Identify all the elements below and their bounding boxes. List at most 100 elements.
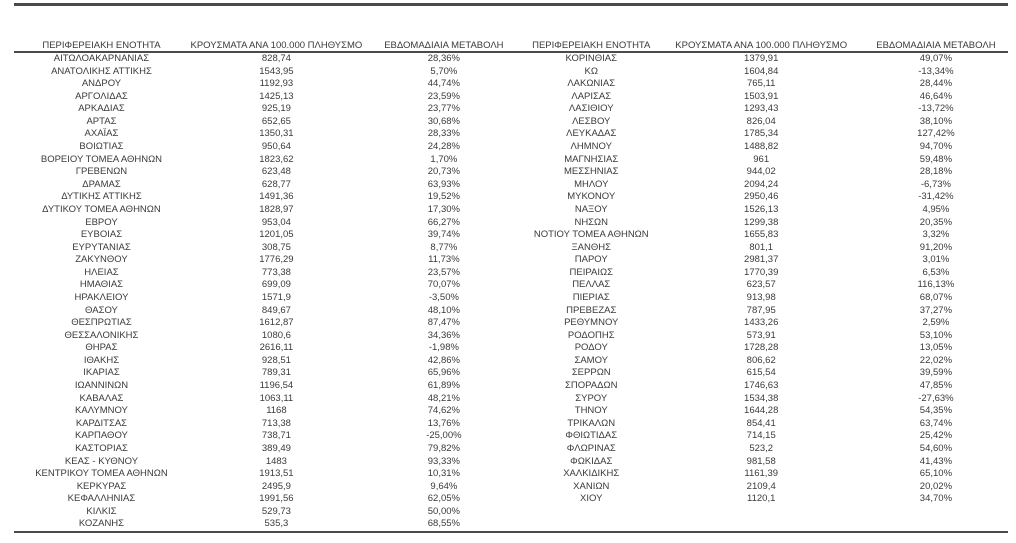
table-row: ΘΑΣΟΥ 849,67 48,10% ΠΡΕΒΕΖΑΣ 787,95 37,27% xyxy=(14,305,1008,318)
region-cell: ΜΗΛΟΥ xyxy=(574,178,609,190)
change-cell: 28,36% xyxy=(427,53,460,64)
header-change-left: ΕΒΔΟΜΑΔΙΑΙΑ ΜΕΤΑΒΟΛΗ xyxy=(363,37,524,53)
change-cell: 9,64% xyxy=(430,480,458,492)
region-cell: ΠΕΙΡΑΙΩΣ xyxy=(569,266,613,278)
cases-cell: 1161,39 xyxy=(744,468,779,480)
change-cell: 49,07% xyxy=(919,53,953,64)
header-cases-right: ΚΡΟΥΣΜΑΤΑ ΑΝΑ 100.000 ΠΛΗΘΥΣΜΟ xyxy=(658,37,864,53)
cases-cell: 1491,36 xyxy=(259,191,294,203)
region-cell: ΖΑΚΥΝΘΟΥ xyxy=(75,254,128,266)
change-cell: 2,59% xyxy=(922,317,950,329)
cases-cell: 1201,05 xyxy=(259,229,294,241)
region-cell: ΦΛΩΡΙΝΑΣ xyxy=(566,442,616,454)
table-row: ΚΕΝΤΡΙΚΟΥ ΤΟΜΕΑ ΑΘΗΝΩΝ 1913,51 10,31% ΧΑΛΚΙ… xyxy=(14,468,1008,481)
change-cell: 46,64% xyxy=(919,90,953,102)
region-cell: ΣΑΜΟΥ xyxy=(574,354,609,366)
table-row: ΑΡΓΟΛΙΔΑΣ 1425,13 23,59% ΛΑΡΙΣΑΣ 1503,91 46,6… xyxy=(14,91,1008,104)
region-cell: ΘΗΡΑΣ xyxy=(85,342,118,354)
change-cell: 65,96% xyxy=(427,367,460,379)
region-cell: ΡΕΘΥΜΝΟΥ xyxy=(564,317,619,329)
cases-cell: 1379,91 xyxy=(744,53,779,64)
region-cell: ΚΕΡΚΥΡΑΣ xyxy=(76,480,127,492)
change-cell: 48,10% xyxy=(427,304,460,316)
region-cell: ΠΑΡΟΥ xyxy=(574,254,608,266)
cases-cell: 1299,38 xyxy=(744,216,779,228)
table-row: ΕΥΡΥΤΑΝΙΑΣ 308,75 8,77% ΞΑΝΘΗΣ 801,1 91,20% xyxy=(14,242,1008,255)
cases-cell: 1828,97 xyxy=(259,203,294,215)
change-cell: 3,32% xyxy=(922,229,950,241)
table-row: ΑΡΚΑΔΙΑΣ 925,19 23,77% ΛΑΣΙΘΙΟΥ 1293,43 -13,7… xyxy=(14,103,1008,116)
change-cell: 41,43% xyxy=(919,455,953,467)
region-cell: ΘΑΣΟΥ xyxy=(85,304,118,316)
region-cell xyxy=(524,506,659,519)
table-header-row: ΠΕΡΙΦΕΡΕΙΑΚΗ ΕΝΟΤΗΤΑ ΚΡΟΥΣΜΑΤΑ ΑΝΑ 100.0… xyxy=(14,37,1008,53)
region-cell: ΘΕΣΠΡΩΤΙΑΣ xyxy=(71,317,132,329)
change-cell xyxy=(864,518,1008,532)
table-row: ΒΟΡΕΙΟΥ ΤΟΜΕΑ ΑΘΗΝΩΝ 1823,62 1,70% ΜΑΓΝΗΣΙΑ… xyxy=(14,154,1008,167)
cases-cell: 1644,28 xyxy=(744,405,779,417)
change-cell: 59,48% xyxy=(919,153,953,165)
change-cell: -31,42% xyxy=(918,191,954,203)
cases-cell: 773,38 xyxy=(261,266,291,278)
table-row: ΑΝΔΡΟΥ 1192,93 44,74% ΛΑΚΩΝΙΑΣ 765,11 28,44% xyxy=(14,78,1008,91)
cases-cell: 1063,11 xyxy=(259,392,294,404)
region-cell: ΚΑΡΔΙΤΣΑΣ xyxy=(75,417,128,429)
cases-cell: 1913,51 xyxy=(259,468,294,480)
region-cell: ΑΝΑΤΟΛΙΚΗΣ ΑΤΤΙΚΗΣ xyxy=(51,65,152,77)
region-cell: ΑΡΓΟΛΙΔΑΣ xyxy=(75,90,128,102)
change-cell: 28,18% xyxy=(919,166,953,178)
table-row: ΑΡΤΑΣ 652,65 30,68% ΛΕΣΒΟΥ 826,04 38,10% xyxy=(14,116,1008,129)
cases-cell: 1991,56 xyxy=(259,493,294,505)
change-cell: 66,27% xyxy=(427,216,460,228)
cases-cell: 928,51 xyxy=(261,354,291,366)
cases-cell: 1785,34 xyxy=(744,128,779,140)
region-cell: ΑΡΤΑΣ xyxy=(86,115,117,127)
region-cell: ΑΧΑΪΑΣ xyxy=(84,128,119,140)
table-row: ΚΑΒΑΛΑΣ 1063,11 48,21% ΣΥΡΟΥ 1534,38 -27,63% xyxy=(14,393,1008,406)
cases-cell: 2495,9 xyxy=(261,480,291,492)
table-row: ΕΒΡΟΥ 953,04 66,27% ΝΗΣΩΝ 1299,38 20,35% xyxy=(14,217,1008,230)
change-cell: 24,28% xyxy=(427,141,460,153)
change-cell: -13,72% xyxy=(918,103,954,115)
table-row: ΕΥΒΟΙΑΣ 1201,05 39,74% ΝΟΤΙΟΥ ΤΟΜΕΑ ΑΘΗΝΩΝ 1… xyxy=(14,229,1008,242)
change-cell: 62,05% xyxy=(427,493,460,505)
cases-cell: 1425,13 xyxy=(259,90,294,102)
cases-cell: 389,49 xyxy=(261,442,291,454)
region-cell: ΔΥΤΙΚΗΣ ΑΤΤΙΚΗΣ xyxy=(61,191,142,203)
table-row: ΚΕΑΣ - ΚΥΘΝΟΥ 1483 93,33% ΦΩΚΙΔΑΣ 981,58 41,4… xyxy=(14,456,1008,469)
region-cell: ΠΕΛΛΑΣ xyxy=(572,279,611,291)
header-change-right: ΕΒΔΟΜΑΔΙΑΙΑ ΜΕΤΑΒΟΛΗ xyxy=(863,37,1008,53)
cases-cell: 2109,4 xyxy=(746,480,776,492)
table-row: ΘΕΣΠΡΩΤΙΑΣ 1612,87 87,47% ΡΕΘΥΜΝΟΥ 1433,26 2,… xyxy=(14,317,1008,330)
cases-cell: 2950,46 xyxy=(744,191,779,203)
region-cell: ΧΑΛΚΙΔΙΚΗΣ xyxy=(563,468,620,480)
change-cell: 38,10% xyxy=(919,115,953,127)
cases-cell: 652,65 xyxy=(261,115,291,127)
cases-cell: 628,77 xyxy=(261,178,291,190)
cases-cell xyxy=(659,518,864,532)
region-cell: ΚΩ xyxy=(584,65,598,77)
region-cell: ΚΟΡΙΝΘΙΑΣ xyxy=(565,53,617,64)
table-row: ΙΚΑΡΙΑΣ 789,31 65,96% ΣΕΡΡΩΝ 615,54 39,59% xyxy=(14,367,1008,380)
change-cell: 61,89% xyxy=(427,380,460,392)
region-cell: ΡΟΔΟΥ xyxy=(574,342,608,354)
cases-cell: 738,71 xyxy=(261,430,291,442)
table-row: ΔΡΑΜΑΣ 628,77 63,93% ΜΗΛΟΥ 2094,24 -6,73% xyxy=(14,179,1008,192)
change-cell: 39,59% xyxy=(919,367,953,379)
cases-cell: 573,91 xyxy=(746,329,776,341)
change-cell: 94,70% xyxy=(919,141,953,153)
cases-cell: 1120,1 xyxy=(747,493,776,505)
region-cell: ΦΘΙΩΤΙΔΑΣ xyxy=(565,430,618,442)
region-cell: ΦΩΚΙΔΑΣ xyxy=(570,455,613,467)
header-region-right: ΠΕΡΙΦΕΡΕΙΑΚΗ ΕΝΟΤΗΤΑ xyxy=(523,37,659,53)
change-cell: -6,73% xyxy=(920,178,951,190)
cases-cell: 1526,13 xyxy=(744,203,779,215)
cases-cell: 801,1 xyxy=(749,241,774,253)
change-cell: 50,00% xyxy=(427,505,460,517)
cases-cell: 1192,93 xyxy=(259,78,294,90)
table-row: ΚΑΡΔΙΤΣΑΣ 713,38 13,76% ΤΡΙΚΑΛΩΝ 854,41 63,74… xyxy=(14,418,1008,431)
cases-cell: 1571,9 xyxy=(261,291,291,303)
cases-cell: 1503,91 xyxy=(744,90,779,102)
cases-cell: 529,73 xyxy=(261,505,291,517)
table-row: ΒΟΙΩΤΙΑΣ 950,64 24,28% ΛΗΜΝΟΥ 1488,82 94,70% xyxy=(14,141,1008,154)
